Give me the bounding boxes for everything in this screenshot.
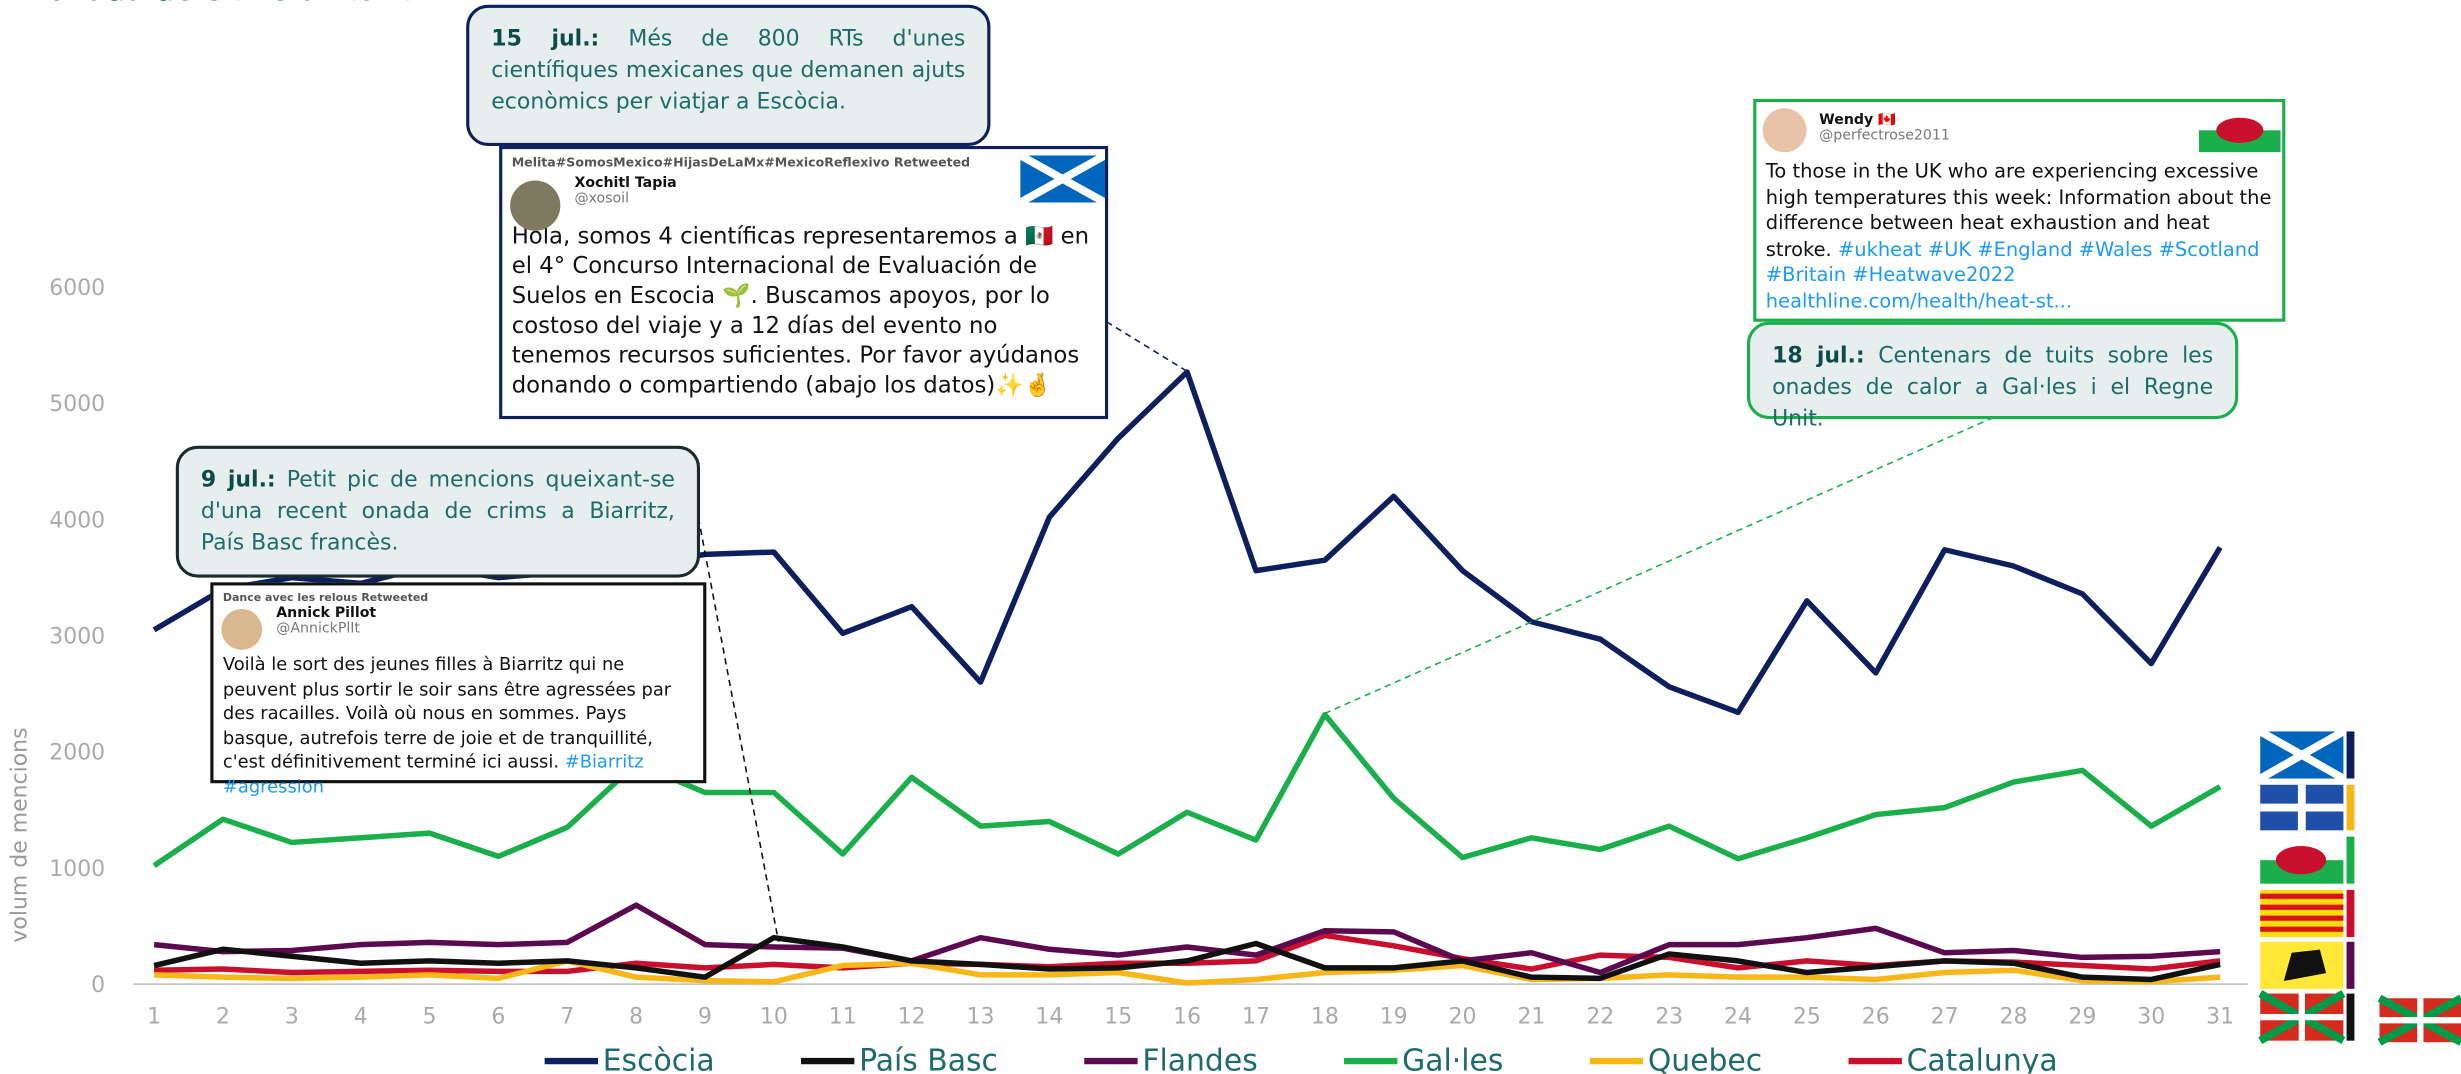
flag (1020, 155, 1105, 202)
x-tick-label: 27 (1931, 1004, 1959, 1029)
y-tick-label: 1000 (49, 857, 105, 882)
stage: onada de crims a Biarritz. volum de menc… (0, 0, 2461, 1074)
flag-bar (2347, 994, 2355, 1041)
x-tick-label: 19 (1380, 1004, 1408, 1029)
x-tick-label: 22 (1586, 1004, 1614, 1029)
tweet-url: healthline.com/health/heat-st... (1766, 288, 2072, 312)
legend-label: Quebec (1648, 1043, 1762, 1073)
x-tick-label: 5 (423, 1004, 437, 1029)
y-tick-label: 5000 (49, 392, 105, 417)
flags (2260, 731, 2461, 1042)
x-tick-label: 14 (1035, 1004, 1063, 1029)
flag (2199, 108, 2281, 152)
tweet-name: Annick Pillot (276, 606, 694, 622)
y-tick-label: 2000 (49, 741, 105, 766)
annotation: 15 jul.: Més de 800 RTs d'unes científiq… (466, 5, 990, 146)
x-tick-label: 15 (1104, 1004, 1132, 1029)
y-tick-label: 6000 (49, 276, 105, 301)
x-tick-label: 9 (698, 1004, 712, 1029)
x-tick-label: 25 (1793, 1004, 1821, 1029)
tweet-text: Hola, somos 4 científicas representaremo… (512, 223, 1096, 402)
x-tick-label: 24 (1724, 1004, 1752, 1029)
tweet-name: Xochitl Tapia (574, 176, 1095, 192)
annotation: 18 jul.: Centenars de tuits sobre les on… (1747, 322, 2238, 419)
legend-label: Escòcia (603, 1043, 715, 1073)
flag-bar (2347, 837, 2355, 884)
x-tick-label: 1 (147, 1004, 161, 1029)
annotation-date: 18 jul.: (1772, 344, 1865, 369)
y-axis-label: volum de mencions (8, 727, 33, 942)
retweet-note: Melita#SomosMexico#HijasDeLaMx#MexicoRef… (512, 155, 1096, 169)
x-tick-label: 23 (1655, 1004, 1683, 1029)
annotation: 9 jul.: Petit pic de mencions queixant-s… (176, 446, 700, 578)
x-tick-label: 3 (285, 1004, 299, 1029)
x-tick-label: 31 (2206, 1004, 2234, 1029)
flag-bar (2347, 890, 2355, 937)
x-tick-label: 4 (354, 1004, 368, 1029)
legend-label: Gal·les (1402, 1043, 1503, 1073)
x-tick-label: 12 (898, 1004, 926, 1029)
x-tick-label: 26 (1862, 1004, 1890, 1029)
x-tick-label: 28 (2000, 1004, 2028, 1029)
flag (2276, 846, 2326, 874)
tweet: Melita#SomosMexico#HijasDeLaMx#MexicoRef… (499, 146, 1108, 419)
x-tick-label: 16 (1173, 1004, 1201, 1029)
tweet-handle: @xosoil (574, 191, 1095, 207)
x-tick-label: 29 (2068, 1004, 2096, 1029)
x-tick-label: 2 (216, 1004, 230, 1029)
avatar (221, 609, 262, 650)
y-tick-label: 4000 (49, 508, 105, 533)
y-tick-label: 3000 (49, 625, 105, 650)
tweet-handle: @AnnickPlIt (276, 622, 694, 638)
x-tick-label: 10 (760, 1004, 788, 1029)
x-tick-label: 18 (1311, 1004, 1339, 1029)
legend-label: País Basc (859, 1043, 998, 1073)
annotation-date: 15 jul.: (491, 27, 599, 52)
connector (698, 518, 778, 942)
connector (1323, 418, 1993, 715)
x-tick-label: 17 (1242, 1004, 1270, 1029)
page: onada de crims a Biarritz. volum de menc… (0, 0, 2461, 1073)
tweet: Wendy 🇨🇦 @perfectrose2011 To those in th… (1753, 99, 2285, 322)
x-tick-label: 13 (967, 1004, 995, 1029)
avatar (510, 181, 560, 231)
tweet-links: #ukheat #UK #England #Wales #Scotland #B… (1766, 236, 2260, 285)
chart-title: onada de crims a Biarritz. (47, 0, 451, 8)
tweet: Dance avec les relous Retweeted Annick P… (210, 582, 706, 783)
x-tick-label: 11 (829, 1004, 857, 1029)
x-tick-label: 30 (2137, 1004, 2165, 1029)
legend-label: Flandes (1142, 1043, 1257, 1073)
x-tick-label: 8 (629, 1004, 643, 1029)
x-tick-label: 7 (560, 1004, 574, 1029)
flag-bar (2347, 731, 2355, 778)
annotation-date: 9 jul.: (201, 468, 276, 493)
legend-label: Catalunya (1907, 1043, 2058, 1073)
x-tick-label: 21 (1517, 1004, 1545, 1029)
retweet-note: Dance avec les relous Retweeted (223, 592, 694, 605)
flag-bar (2347, 942, 2355, 989)
y-tick-label: 0 (91, 973, 105, 998)
x-tick-label: 6 (491, 1004, 505, 1029)
connector (1107, 322, 1189, 372)
avatar (1763, 108, 1807, 152)
flag-bar (2347, 785, 2355, 831)
x-tick-label: 20 (1449, 1004, 1477, 1029)
